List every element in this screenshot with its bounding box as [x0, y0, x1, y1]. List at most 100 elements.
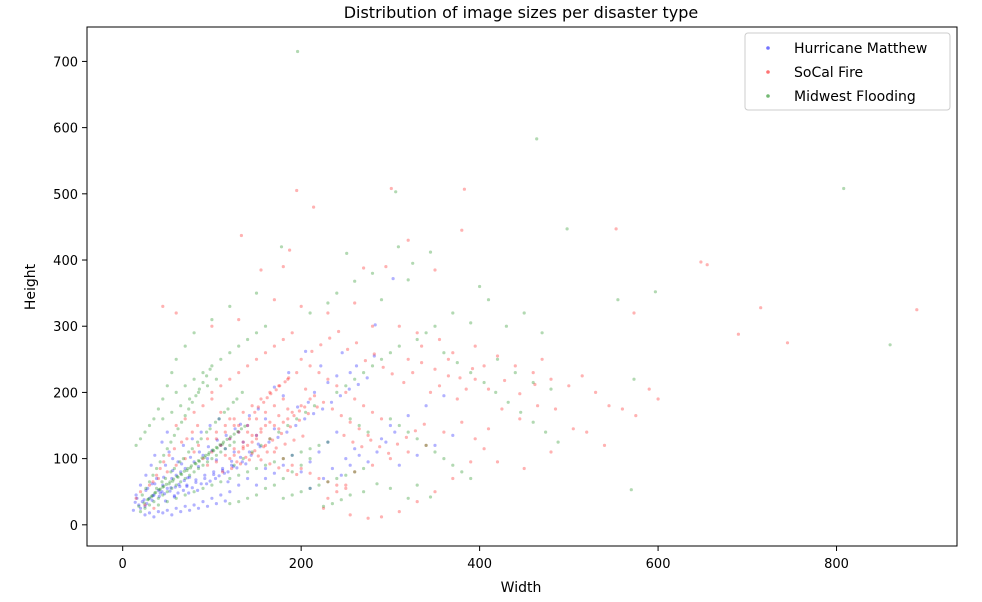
data-point — [197, 450, 201, 454]
data-point — [470, 367, 475, 371]
data-point — [232, 423, 236, 428]
data-point — [384, 265, 388, 269]
y-tick-label: 500 — [53, 188, 78, 203]
data-point — [312, 412, 316, 416]
data-point — [281, 265, 285, 269]
data-point — [165, 486, 169, 490]
data-point — [241, 440, 245, 444]
y-axis-label: Height — [23, 263, 39, 310]
data-point — [272, 385, 276, 389]
data-point — [285, 430, 289, 434]
data-point — [281, 496, 285, 500]
data-point — [206, 445, 210, 449]
data-point — [228, 443, 232, 447]
data-point — [256, 454, 260, 458]
data-point — [246, 337, 250, 342]
data-point — [237, 430, 241, 434]
data-point — [183, 417, 187, 421]
data-point — [433, 490, 437, 494]
data-point — [210, 397, 214, 401]
data-point — [328, 336, 332, 340]
data-point — [229, 435, 233, 439]
data-point — [194, 480, 198, 484]
data-point — [518, 417, 522, 421]
data-point — [196, 423, 200, 428]
data-point — [415, 483, 419, 487]
data-point — [233, 427, 237, 431]
data-point — [210, 449, 214, 453]
data-point — [144, 473, 148, 477]
data-point — [192, 460, 196, 464]
data-point — [312, 205, 316, 209]
data-point — [495, 460, 500, 464]
data-point — [366, 433, 370, 437]
data-point — [259, 397, 263, 401]
data-point — [272, 298, 276, 302]
data-point — [208, 479, 212, 483]
data-point — [381, 365, 385, 369]
data-point — [161, 483, 165, 487]
data-point — [287, 371, 291, 375]
data-point — [330, 466, 334, 471]
data-point — [223, 447, 227, 451]
data-point — [460, 420, 464, 424]
data-point — [181, 457, 185, 461]
data-point — [254, 493, 259, 497]
series-1 — [134, 186, 919, 520]
data-point — [143, 504, 147, 508]
data-point — [223, 430, 227, 434]
data-point — [228, 417, 232, 421]
data-point — [308, 471, 312, 475]
legend-marker — [766, 70, 770, 74]
data-point — [354, 364, 359, 368]
data-point — [221, 440, 226, 444]
data-point — [353, 279, 357, 283]
data-point — [138, 510, 143, 514]
data-point — [174, 390, 178, 394]
data-point — [339, 498, 343, 502]
data-point — [549, 387, 553, 391]
data-point — [295, 417, 299, 421]
data-point — [160, 440, 164, 444]
data-point — [199, 482, 203, 486]
data-point — [190, 486, 194, 490]
data-point — [451, 476, 455, 481]
data-point — [379, 357, 384, 361]
data-point — [188, 508, 192, 512]
data-point — [222, 471, 226, 475]
data-point — [299, 450, 303, 454]
data-point — [254, 417, 259, 421]
data-point — [162, 453, 166, 457]
data-point — [155, 476, 159, 481]
data-point — [238, 462, 243, 466]
data-point — [531, 380, 535, 385]
data-point — [188, 466, 193, 470]
data-point — [185, 484, 189, 488]
data-point — [214, 377, 218, 381]
data-point — [451, 433, 455, 437]
data-point — [183, 466, 187, 471]
data-point — [262, 445, 266, 449]
data-point — [424, 404, 428, 408]
data-point — [299, 404, 303, 408]
data-point — [388, 417, 392, 421]
data-point — [397, 423, 401, 428]
data-point — [201, 380, 205, 385]
data-point — [351, 440, 355, 444]
data-point — [326, 311, 330, 315]
data-point — [135, 496, 139, 500]
data-point — [279, 245, 284, 249]
data-point — [345, 251, 349, 255]
data-point — [232, 463, 236, 467]
legend-marker — [766, 46, 770, 50]
data-point — [143, 506, 147, 510]
data-point — [290, 410, 294, 414]
data-point — [705, 263, 709, 267]
data-point — [155, 486, 159, 490]
data-point — [337, 329, 341, 334]
data-point — [223, 453, 227, 457]
data-point — [254, 433, 259, 437]
data-point — [177, 482, 181, 486]
data-point — [223, 423, 227, 428]
data-point — [210, 483, 214, 487]
